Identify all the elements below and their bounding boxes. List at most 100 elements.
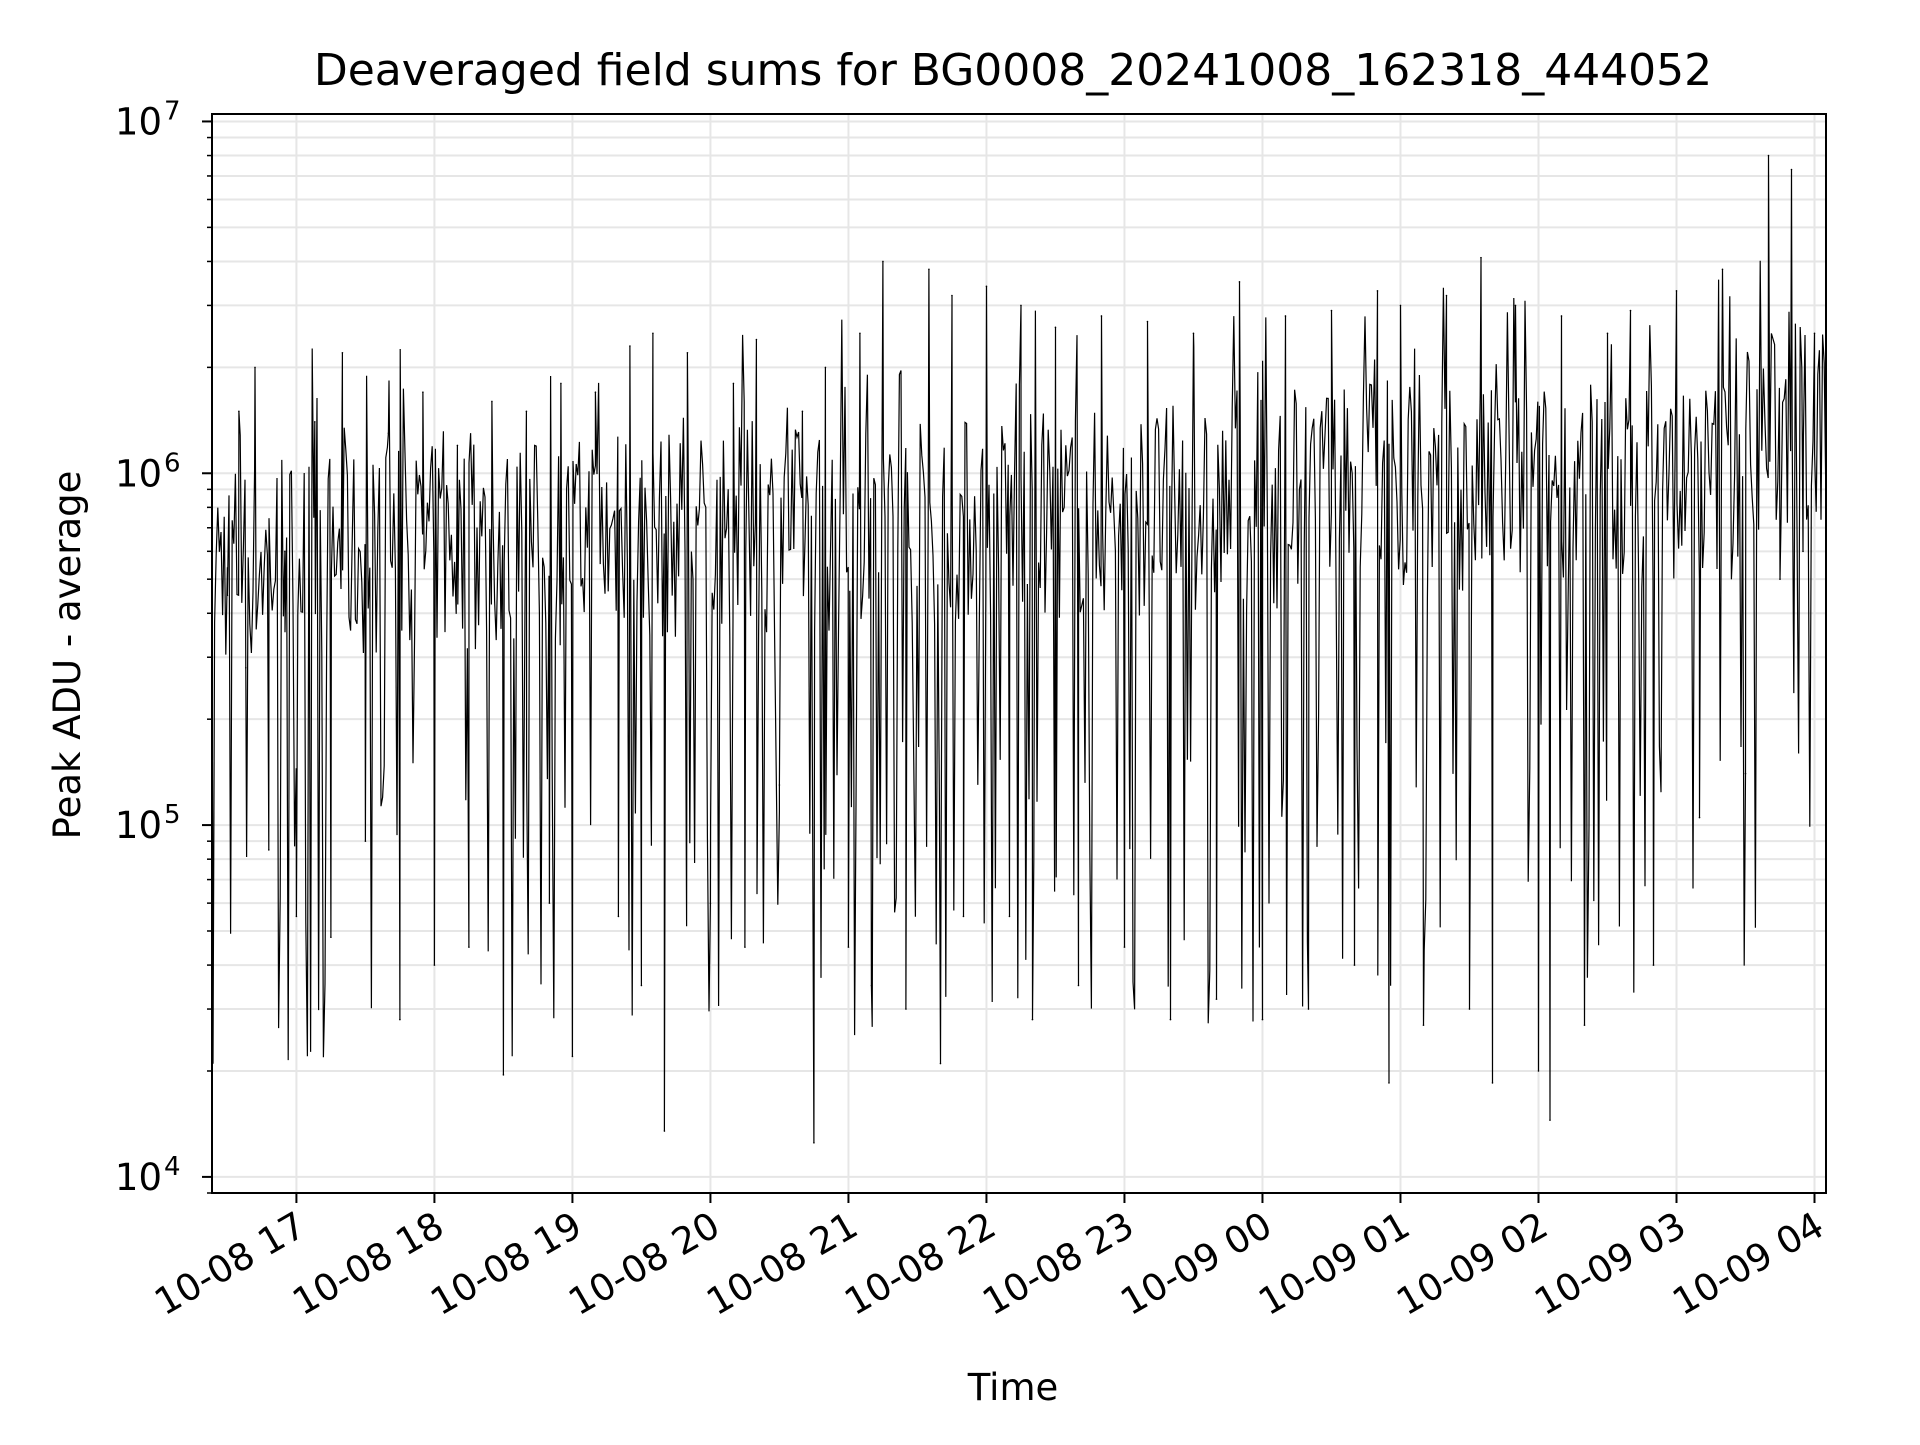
data-point [962,915,965,918]
data-point [1422,1024,1425,1026]
data-point [1790,168,1793,171]
data-point [1802,550,1804,553]
data-point [295,915,298,918]
data-point [525,410,528,413]
plot-frame [211,113,1827,1194]
data-point [1652,964,1655,966]
data-point [951,294,953,297]
data-point [1491,1082,1494,1084]
data-point [1169,1018,1172,1021]
y-tick-exponent: 7 [164,96,181,126]
data-point [284,550,286,553]
data-point [1779,578,1781,580]
data-point [870,984,873,987]
data-point [985,285,988,288]
data-point [433,964,436,966]
data-point [245,666,247,669]
data-point [1388,1082,1390,1084]
data-point [1813,332,1816,335]
data-point [1468,1008,1471,1010]
data-point [364,840,367,842]
y-axis-label: Peak ADU - average [46,471,89,840]
data-point [226,594,229,597]
y-tick-base: 10 [115,804,162,847]
data-point [502,1074,505,1076]
data-point [1307,1008,1310,1010]
y-tick-exponent: 4 [164,1152,181,1182]
data-point [1445,294,1448,297]
data-point [1549,1119,1551,1121]
data-point [1698,816,1701,819]
data-point [663,1130,666,1132]
data-point [1146,320,1149,323]
data-point [1767,154,1770,157]
data-point [268,849,270,851]
data-point [1675,290,1678,292]
data-point [1261,1018,1264,1021]
data-point [560,382,562,385]
chart-title: Deaveraged field sums for BG0008_2024100… [314,45,1712,96]
data-point [882,260,884,263]
data-point [456,444,459,447]
data-point [548,902,551,904]
data-point [314,421,316,423]
data-point [859,332,861,335]
series-line [211,155,1827,1143]
data-point [1353,964,1356,966]
y-tick-label: 10 [115,1156,162,1199]
data-point [939,1062,942,1065]
data-point [778,784,781,786]
data-point [254,366,256,369]
data-point [744,946,746,948]
data-point [1238,281,1241,283]
data-point [491,400,493,403]
data-point [813,1142,815,1144]
data-point [755,338,758,341]
data-point [571,1055,574,1058]
data-point [1480,256,1482,259]
data-point [1008,915,1011,918]
data-point [1399,304,1402,307]
data-point [905,1008,907,1010]
data-point [341,352,344,354]
data-point [468,946,470,948]
data-point [1020,304,1022,307]
data-point [1077,984,1080,987]
data-point [928,268,930,271]
y-tick-base: 10 [115,452,162,495]
data-point [1192,332,1195,335]
data-point [399,1018,401,1021]
data-point [1330,309,1333,312]
y-tick-label: 10 [115,804,162,847]
data-point [629,345,631,347]
data-point [1514,304,1517,307]
y-tick-exponent: 5 [164,800,181,830]
data-point [1744,772,1747,775]
data-point [1583,1024,1586,1026]
data-point [1629,309,1632,312]
data-point [640,984,643,987]
y-tick-base: 10 [115,100,162,143]
data-point [1100,315,1103,317]
y-tick-exponent: 6 [164,448,181,478]
data-point [824,366,827,369]
data-point [387,432,390,434]
x-axis-label: Time [967,1366,1059,1409]
y-tick-label: 10 [115,452,162,495]
data-point [1721,268,1724,271]
data-point [1123,946,1126,948]
data-point [594,391,597,393]
data-point [1215,998,1218,1000]
data-point [847,946,850,948]
data-point [1054,326,1057,329]
data-point [801,410,804,413]
data-point [1606,332,1609,335]
data-point [709,902,712,904]
data-point [1376,290,1379,292]
data-point [617,915,620,918]
data-point [422,391,424,393]
data-point [330,936,332,939]
data-point [238,410,240,413]
